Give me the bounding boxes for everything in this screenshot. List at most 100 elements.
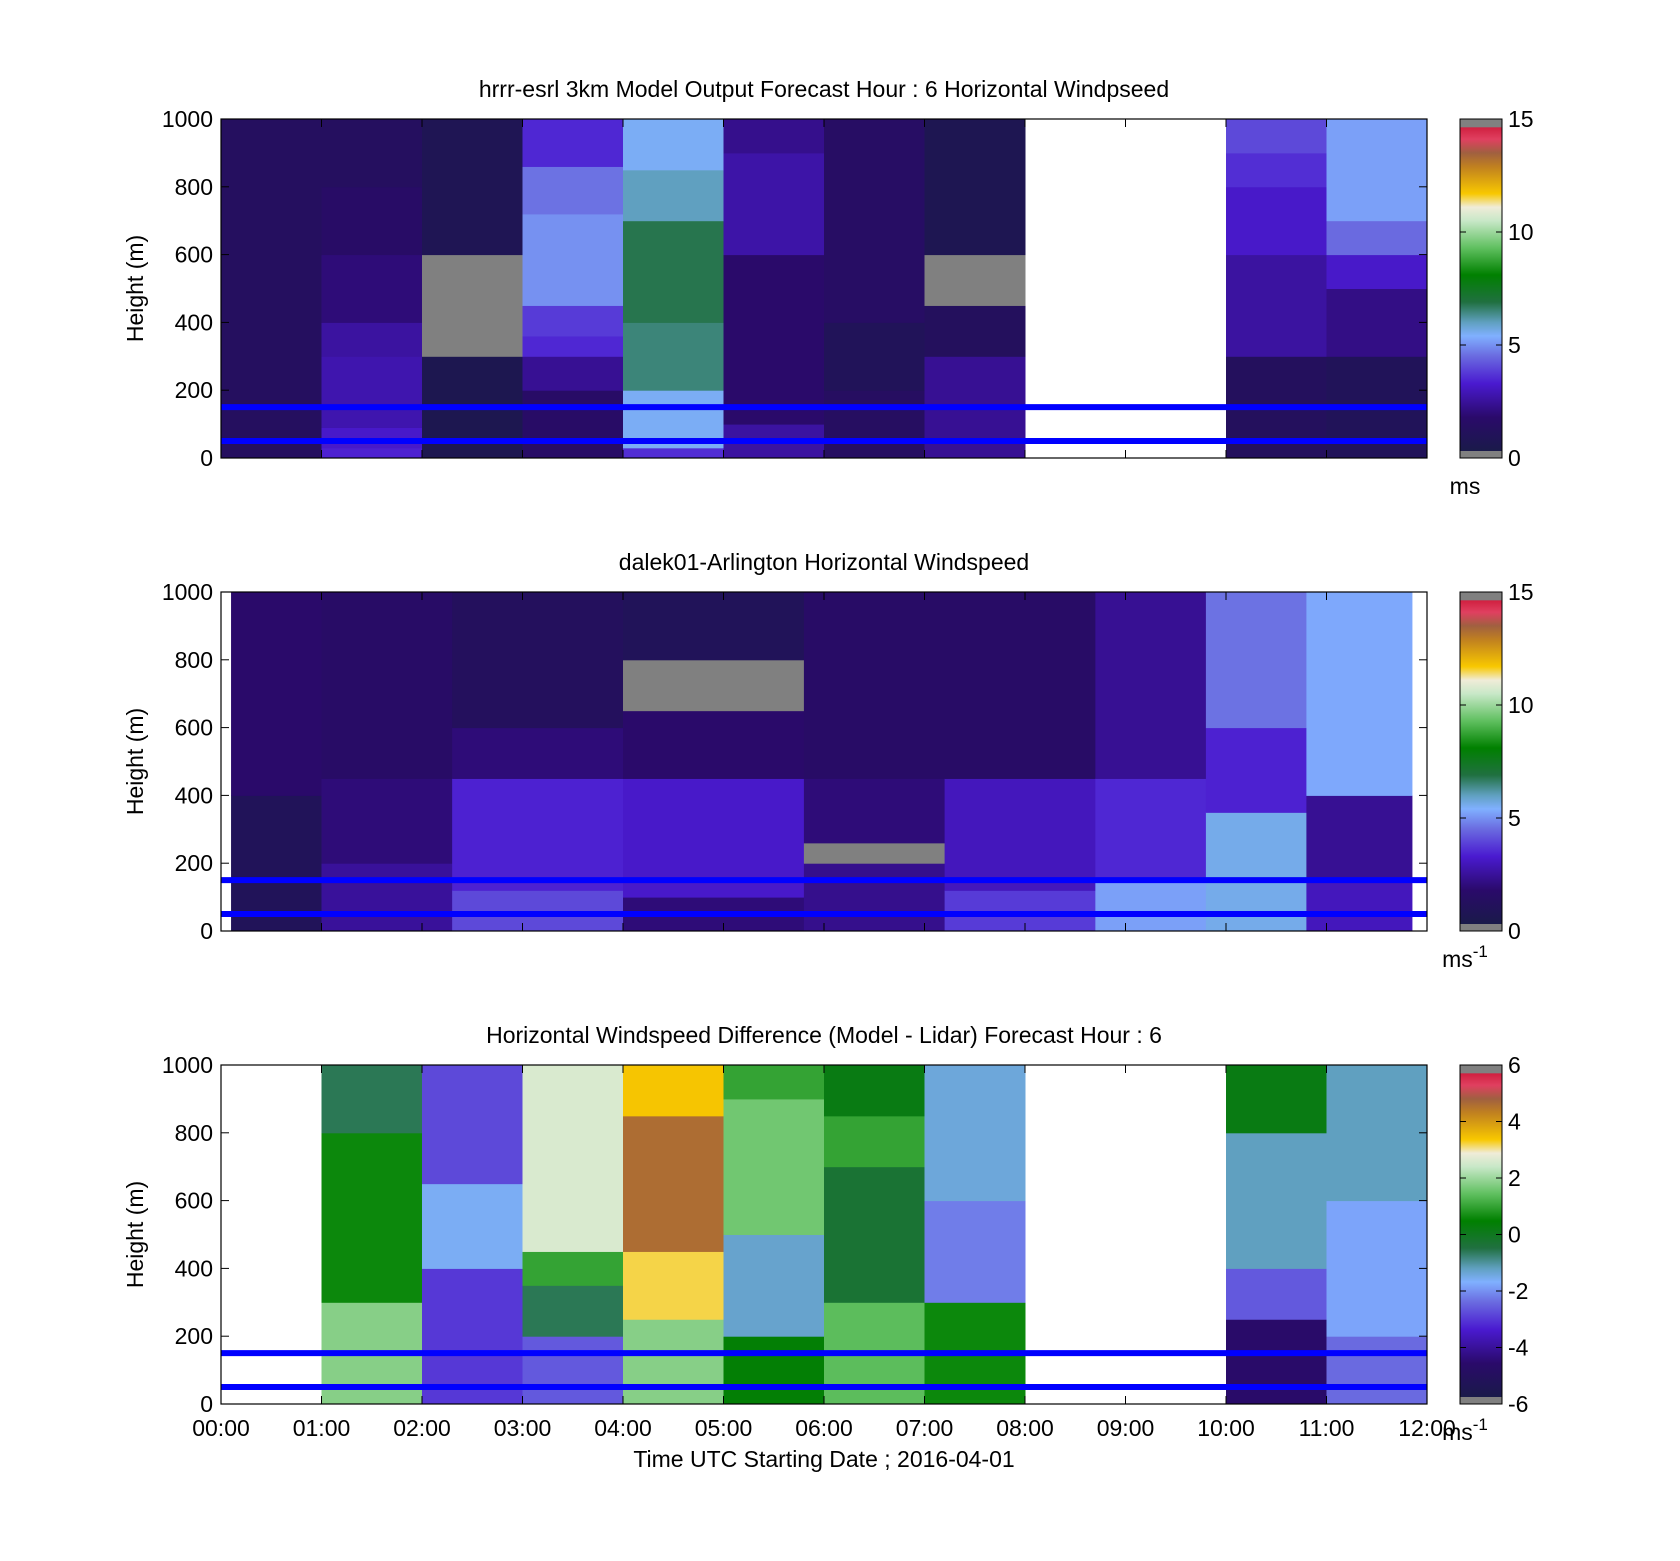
heatmap-cell (1326, 1065, 1428, 1202)
heatmap-cell (1226, 1319, 1327, 1405)
heatmap-cell (231, 795, 322, 932)
y-tick-label: 1000 (162, 1052, 213, 1078)
colorbar: -6 -4 -2 0 2 4 6 ms-1 (1442, 1052, 1529, 1445)
colorbar-unit-base: ms (1442, 946, 1473, 972)
x-tick-label: 08:00 (996, 1415, 1054, 1441)
colorbar-scale (1459, 118, 1503, 459)
y-tick-label: 200 (175, 850, 213, 876)
y-axis-label: Height (m) (122, 708, 148, 815)
colorbar-tick-label: 5 (1508, 332, 1521, 358)
colorbar-unit-base: ms (1442, 1419, 1473, 1445)
colorbar-tick-label: -6 (1508, 1391, 1528, 1417)
heatmap-cell (321, 592, 453, 779)
panel-title: hrrr-esrl 3km Model Output Forecast Hour… (479, 76, 1169, 102)
x-tick-label: 00:00 (192, 1415, 250, 1441)
heatmap-cell (321, 1065, 423, 1134)
heatmap-cell (824, 1115, 925, 1168)
heatmap-cell (1326, 1200, 1428, 1337)
heatmap-cell (1326, 119, 1428, 222)
heatmap-cell (924, 305, 1026, 357)
colorbar-unit: ms-1 (1442, 942, 1488, 972)
heatmap-cell (944, 778, 1096, 891)
y-tick-label: 0 (200, 445, 213, 471)
colorbar-unit: ms-1 (1442, 1415, 1488, 1445)
x-tick-label: 02:00 (393, 1415, 451, 1441)
heatmap-cell (321, 322, 423, 357)
x-tick-label: 10:00 (1197, 1415, 1255, 1441)
heatmap-cell (1226, 1268, 1327, 1320)
heatmap-cell (452, 727, 624, 779)
heatmap-cell (321, 863, 453, 932)
colorbar: 0 5 10 15 ms (1450, 106, 1534, 499)
y-tick-label: 800 (175, 1120, 213, 1146)
heatmap-cell (522, 1065, 624, 1252)
colorbar-scale (1459, 591, 1503, 932)
heatmap-cell (944, 890, 1096, 932)
panel-2: dalek01-Arlington Horizontal Windspeed 0 2… (122, 549, 1534, 972)
heatmap-cell (422, 1268, 523, 1405)
y-tick-label: 400 (175, 1255, 213, 1281)
colorbar-tick-label: 0 (1508, 918, 1521, 944)
heatmap (231, 592, 1413, 932)
heatmap-cell (824, 322, 925, 391)
heatmap-cell (623, 220, 724, 323)
heatmap-cell (1306, 592, 1413, 796)
heatmap-cell (1226, 1065, 1327, 1134)
heatmap-cell (522, 166, 624, 215)
heatmap-cell (522, 335, 624, 357)
heatmap-cell (1306, 795, 1413, 881)
heatmap-cell (321, 356, 423, 428)
x-tick-label: 05:00 (695, 1415, 753, 1441)
heatmap-cell (1326, 288, 1428, 357)
heatmap-cell (1205, 592, 1307, 729)
colorbar-tick-label: 0 (1508, 1222, 1521, 1248)
heatmap-cell (723, 152, 825, 256)
heatmap-cell (924, 119, 1026, 256)
heatmap-cell (623, 592, 805, 661)
colorbar-unit-exponent: -1 (1473, 1415, 1488, 1434)
heatmap-cell (452, 890, 624, 932)
panel-1: hrrr-esrl 3km Model Output Forecast Hour… (122, 76, 1534, 499)
heatmap-cell (1095, 778, 1207, 881)
heatmap-cell (522, 119, 624, 167)
heatmap-cell (803, 778, 946, 844)
heatmap-cell (1226, 152, 1327, 188)
heatmap-cell (723, 1065, 825, 1100)
y-tick-label: 200 (175, 1323, 213, 1349)
heatmap-cell (623, 169, 724, 222)
heatmap-cell (422, 1183, 523, 1269)
x-tick-label: 06:00 (795, 1415, 853, 1441)
heatmap-cell (723, 1234, 825, 1337)
colorbar-unit: ms (1450, 473, 1481, 499)
y-tick-label: 0 (200, 918, 213, 944)
heatmap-cell (1205, 727, 1307, 813)
colorbar-unit-base: ms (1450, 473, 1481, 499)
colorbar-tick-label: 0 (1508, 445, 1521, 471)
heatmap-cell (1226, 186, 1327, 256)
colorbar-unit-exponent: -1 (1473, 942, 1488, 961)
heatmap-cell (522, 1251, 624, 1286)
panel-3: Horizontal Windspeed Difference (Model -… (122, 1022, 1529, 1472)
heatmap-cell (924, 1200, 1026, 1303)
heatmap-cell (944, 592, 1096, 779)
y-tick-label: 200 (175, 377, 213, 403)
colorbar-tick-label: 4 (1508, 1109, 1521, 1135)
colorbar-tick-label: -2 (1508, 1278, 1528, 1304)
colorbar-tick-label: 6 (1508, 1052, 1521, 1078)
y-tick-label: 600 (175, 1188, 213, 1214)
heatmap-cell (452, 592, 624, 729)
x-tick-label: 11:00 (1299, 1415, 1355, 1441)
y-tick-label: 0 (200, 1391, 213, 1417)
colorbar-tick-label: 15 (1508, 106, 1534, 132)
colorbar-scale (1459, 1064, 1503, 1405)
heatmap-cell (803, 592, 946, 779)
heatmap-cell (1326, 1336, 1428, 1405)
heatmap-cell (1326, 220, 1428, 256)
heatmap-cell (623, 1251, 724, 1320)
heatmap-cell (623, 1115, 724, 1252)
heatmap-cell (824, 119, 925, 323)
y-tick-label: 800 (175, 174, 213, 200)
x-tick-label: 07:00 (896, 1415, 954, 1441)
heatmap-cell (452, 778, 624, 891)
